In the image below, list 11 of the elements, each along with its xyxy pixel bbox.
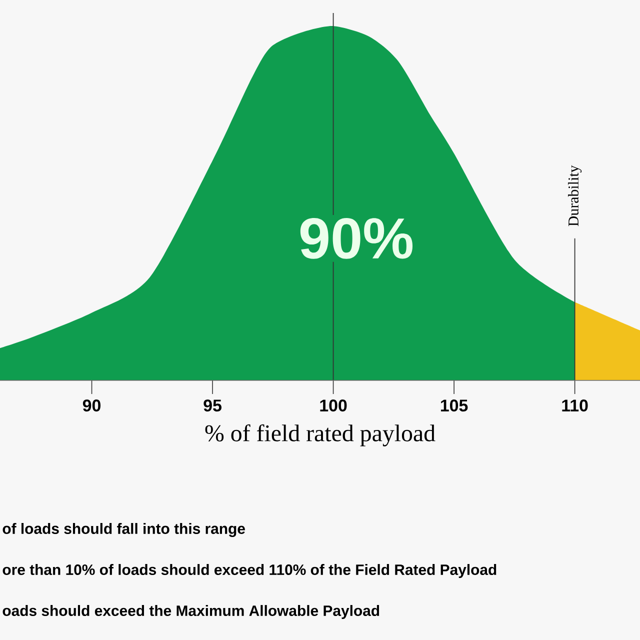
x-tick-label: 90 xyxy=(82,400,100,412)
x-tick-label: 110 xyxy=(562,400,588,412)
x-tick-label: 105 xyxy=(440,400,468,412)
text: ore than 10% of loads should exceed 110% of the Field Rated Payload xyxy=(2,564,496,578)
annotation: 90% xyxy=(300,218,413,259)
ref-line-label: Durability xyxy=(568,165,582,226)
x-tick-label: 95 xyxy=(204,400,222,412)
text: of loads should fall into this range xyxy=(2,523,245,537)
x-tick-label: 100 xyxy=(320,400,347,412)
x-axis-title: % of field rated payload xyxy=(205,424,436,446)
text: oads should exceed the Maximum Allowable Payload xyxy=(2,605,380,619)
